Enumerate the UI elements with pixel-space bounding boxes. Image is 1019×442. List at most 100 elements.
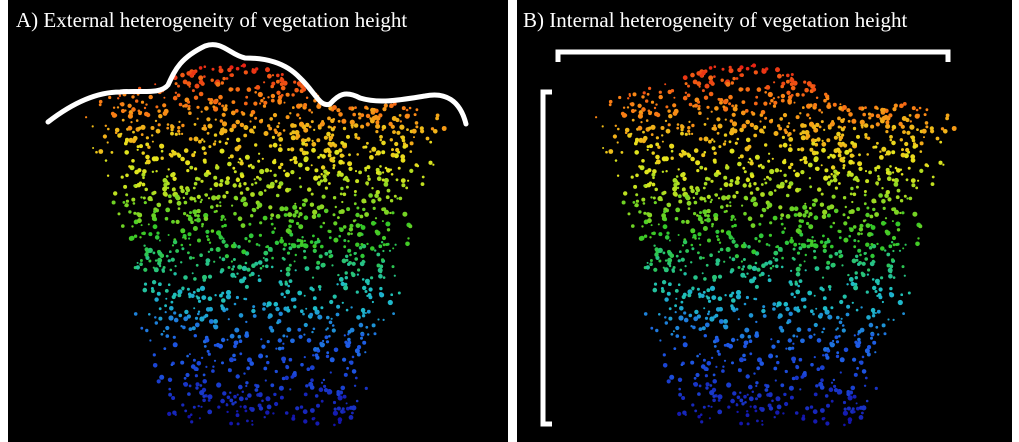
point bbox=[803, 371, 807, 375]
point bbox=[711, 357, 713, 359]
point bbox=[919, 107, 922, 110]
point bbox=[875, 312, 877, 314]
point bbox=[678, 259, 681, 262]
point bbox=[721, 369, 725, 373]
point bbox=[117, 97, 119, 99]
point bbox=[272, 160, 276, 164]
point bbox=[791, 86, 796, 91]
point bbox=[864, 190, 867, 193]
point bbox=[224, 224, 227, 227]
point bbox=[635, 174, 639, 178]
point bbox=[305, 385, 308, 388]
point bbox=[107, 128, 110, 131]
point bbox=[731, 105, 734, 108]
point bbox=[693, 80, 698, 85]
point bbox=[746, 273, 748, 275]
point bbox=[139, 182, 142, 185]
point bbox=[183, 80, 188, 85]
point bbox=[826, 138, 830, 142]
point bbox=[352, 113, 356, 117]
point bbox=[729, 68, 734, 73]
point bbox=[661, 134, 663, 136]
point bbox=[289, 264, 292, 267]
point bbox=[814, 244, 819, 249]
point bbox=[849, 173, 853, 177]
point bbox=[710, 286, 715, 291]
point bbox=[277, 134, 280, 137]
point bbox=[884, 222, 886, 224]
point bbox=[215, 119, 217, 121]
point bbox=[163, 111, 168, 116]
point bbox=[211, 229, 214, 232]
point bbox=[709, 417, 711, 419]
point bbox=[646, 265, 650, 269]
point bbox=[348, 341, 352, 345]
point bbox=[655, 103, 657, 105]
point bbox=[286, 272, 291, 277]
point bbox=[239, 182, 241, 184]
point bbox=[200, 406, 202, 408]
point bbox=[194, 214, 197, 217]
point bbox=[676, 182, 680, 186]
point bbox=[166, 334, 170, 338]
point bbox=[332, 167, 335, 170]
point bbox=[810, 405, 813, 408]
point bbox=[866, 291, 869, 294]
point bbox=[683, 177, 687, 181]
point bbox=[831, 263, 836, 268]
point bbox=[891, 258, 894, 261]
point bbox=[775, 168, 779, 172]
point bbox=[328, 335, 331, 338]
point bbox=[171, 258, 175, 262]
point bbox=[714, 216, 719, 221]
point bbox=[392, 265, 395, 268]
point bbox=[187, 392, 191, 396]
point bbox=[652, 177, 655, 180]
point bbox=[205, 230, 209, 234]
point bbox=[262, 302, 266, 306]
point bbox=[855, 255, 858, 258]
point bbox=[663, 353, 666, 356]
point bbox=[952, 126, 957, 131]
point bbox=[669, 265, 671, 267]
point bbox=[675, 311, 677, 313]
point bbox=[834, 136, 838, 140]
point bbox=[633, 92, 637, 96]
point bbox=[758, 223, 761, 226]
point bbox=[193, 291, 196, 294]
point bbox=[862, 262, 866, 266]
point bbox=[715, 230, 719, 234]
point bbox=[832, 195, 836, 199]
point bbox=[777, 96, 779, 98]
point bbox=[698, 111, 702, 115]
point bbox=[731, 361, 734, 364]
point bbox=[675, 217, 679, 221]
point bbox=[196, 106, 199, 109]
point bbox=[669, 240, 671, 242]
point bbox=[681, 363, 684, 366]
point bbox=[360, 254, 364, 258]
point bbox=[232, 265, 235, 268]
point bbox=[173, 336, 176, 339]
point bbox=[745, 146, 750, 151]
point bbox=[773, 251, 778, 256]
point bbox=[647, 213, 652, 218]
point bbox=[770, 267, 773, 270]
point bbox=[641, 225, 643, 227]
point bbox=[751, 249, 756, 254]
point bbox=[203, 379, 207, 383]
point bbox=[236, 410, 238, 412]
point bbox=[920, 141, 924, 145]
point bbox=[361, 333, 365, 337]
point bbox=[227, 339, 229, 341]
point bbox=[226, 404, 229, 407]
point bbox=[205, 314, 209, 318]
point bbox=[852, 259, 857, 264]
point bbox=[311, 142, 316, 147]
point bbox=[795, 290, 800, 295]
point bbox=[394, 195, 397, 198]
point bbox=[866, 400, 869, 403]
point bbox=[729, 66, 732, 69]
point bbox=[168, 315, 173, 320]
point bbox=[857, 333, 859, 335]
